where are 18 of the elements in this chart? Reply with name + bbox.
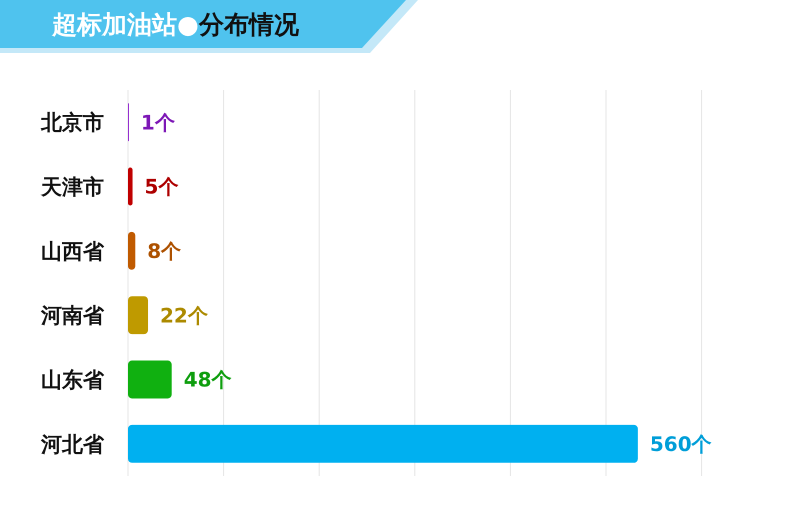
y-tick-label: 北京市 (40, 110, 104, 135)
data-label: 5个 (144, 174, 178, 199)
y-tick-label: 河北省 (40, 432, 105, 456)
data-label: 8个 (147, 239, 182, 264)
bar (128, 168, 133, 206)
y-tick-label: 河南省 (40, 304, 105, 328)
data-label: 48个 (184, 368, 232, 392)
bar (128, 360, 172, 398)
data-label: 1个 (140, 110, 175, 134)
chart-title: 超标加油站●分布情况 (51, 10, 300, 39)
bar (128, 296, 148, 334)
y-tick-label: 天津市 (40, 175, 104, 200)
data-label: 22个 (160, 303, 208, 328)
bar (128, 424, 638, 463)
y-tick-label: 山东省 (41, 368, 105, 392)
y-tick-label: 山西省 (41, 239, 105, 264)
bar (128, 232, 136, 270)
data-label: 560个 (650, 432, 712, 456)
